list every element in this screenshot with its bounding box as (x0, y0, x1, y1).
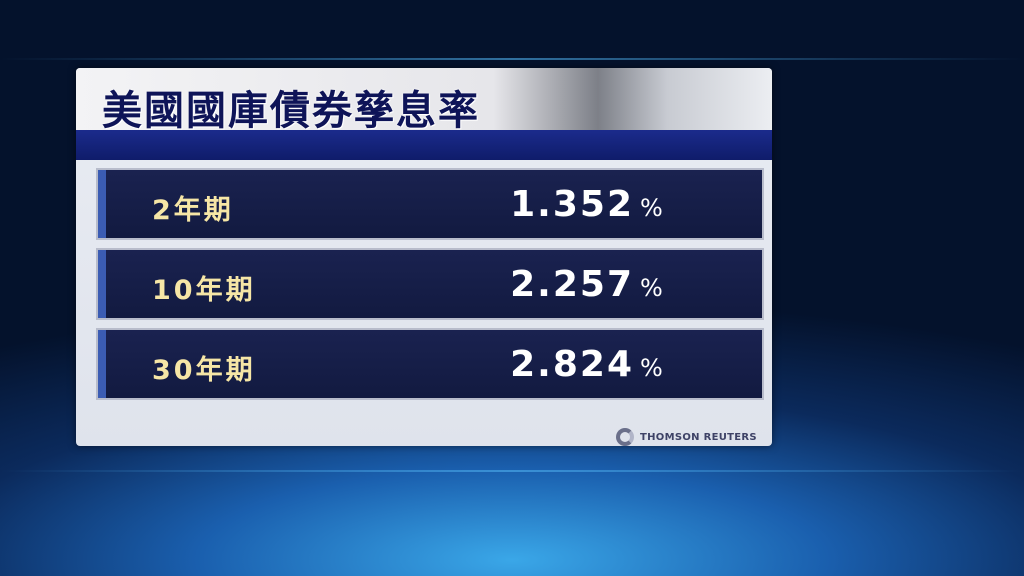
yield-row-10y: 10年期 2.257 % (96, 248, 764, 320)
row-label: 30年期 (152, 355, 256, 386)
row-value: 2.824 (510, 344, 634, 385)
title-band (76, 130, 772, 160)
background-line (0, 58, 1024, 60)
row-label: 2年期 (152, 195, 234, 226)
yield-panel: 美國國庫債券孳息率 2年期 1.352 % 10年期 2.257 % 30年期 … (76, 68, 772, 446)
row-unit: % (640, 274, 663, 302)
background-line (0, 470, 1024, 472)
title-bar: 美國國庫債券孳息率 (76, 68, 772, 134)
yield-row-2y: 2年期 1.352 % (96, 168, 764, 240)
source-text: THOMSON REUTERS (640, 431, 757, 443)
row-value: 1.352 (510, 184, 634, 225)
thomson-reuters-logo-icon (616, 428, 634, 446)
row-unit: % (640, 354, 663, 382)
panel-title: 美國國庫債券孳息率 (102, 88, 480, 134)
row-accent (98, 170, 106, 238)
source-logo: THOMSON REUTERS (616, 428, 757, 446)
row-accent (98, 330, 106, 398)
yield-row-30y: 30年期 2.824 % (96, 328, 764, 400)
row-label: 10年期 (152, 275, 256, 306)
row-unit: % (640, 194, 663, 222)
row-value: 2.257 (510, 264, 634, 305)
row-accent (98, 250, 106, 318)
